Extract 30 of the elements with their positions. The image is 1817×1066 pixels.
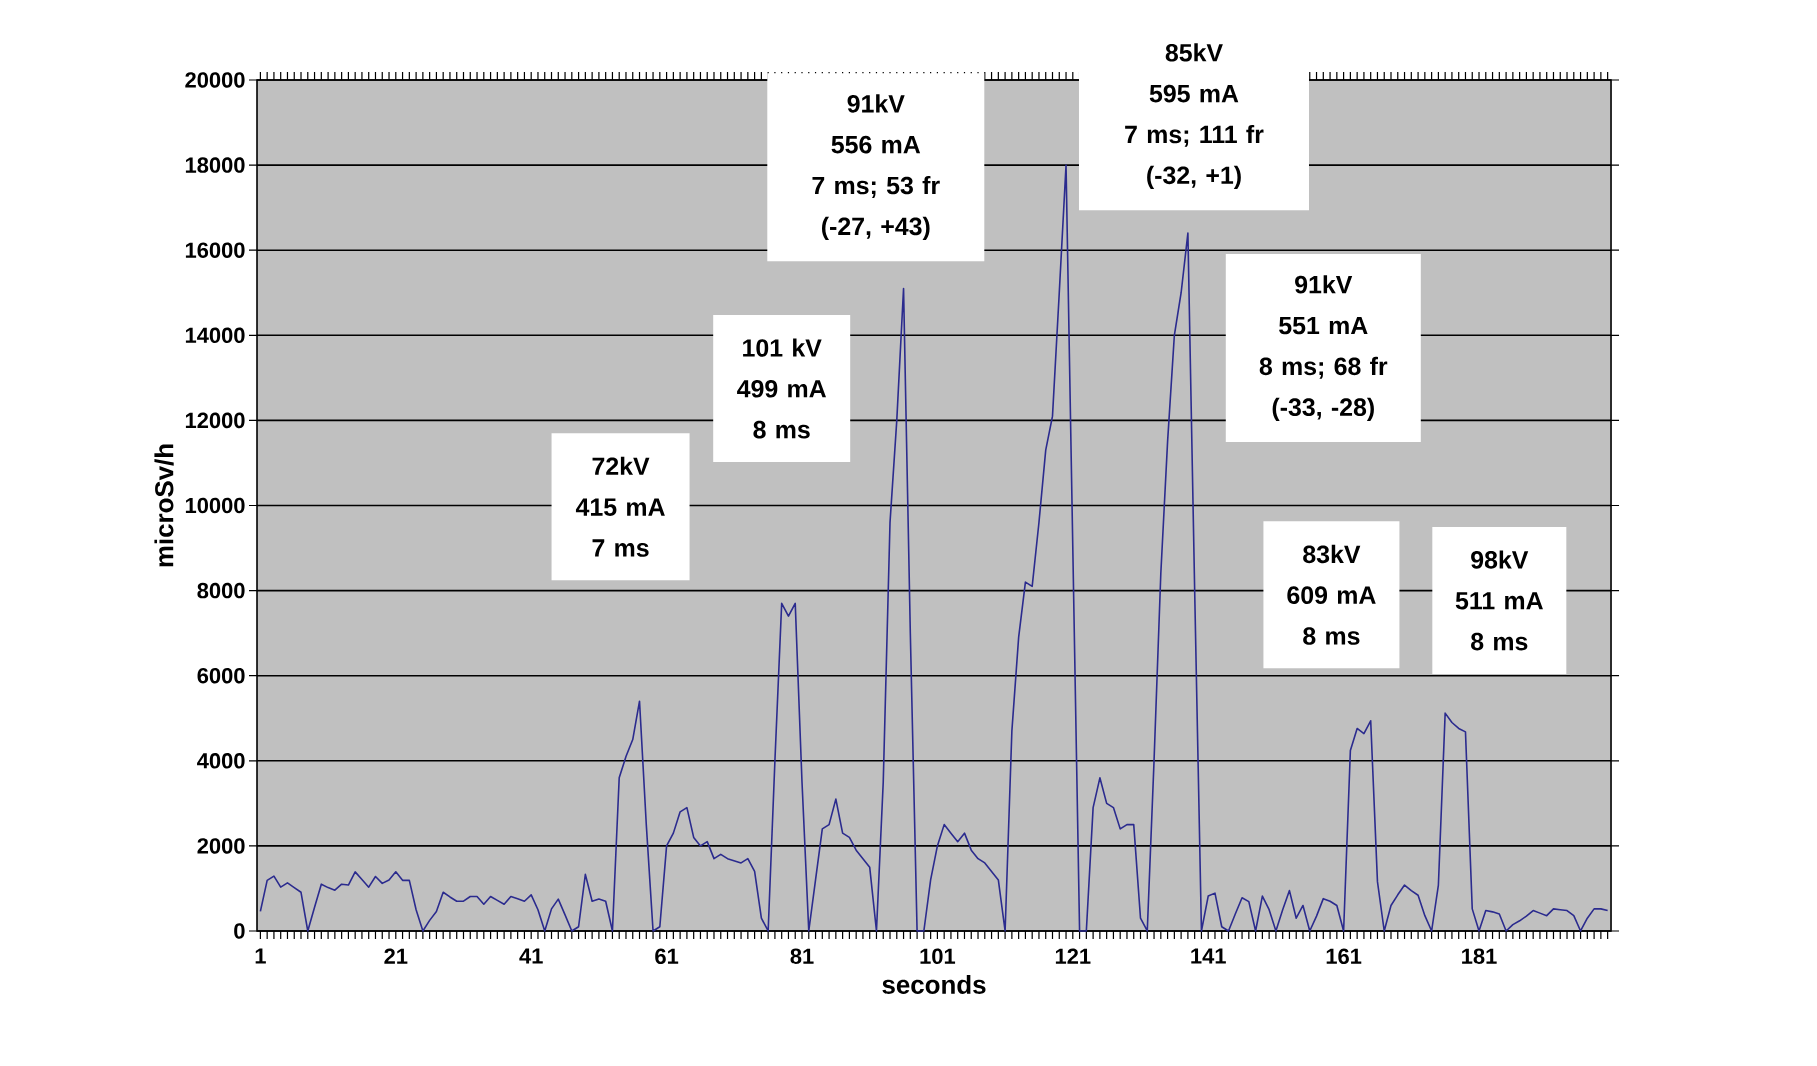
annotation: 91kV 556 mA 7 ms; 53 fr (-27, +43) <box>812 94 940 241</box>
y-tick-label: 18000 <box>185 157 245 173</box>
x-tick-label: 41 <box>519 948 543 964</box>
x-tick-label: 181 <box>1462 948 1497 965</box>
annotation: 85kV 595 mA 7 ms; 111 fr (-32, +1) <box>1125 43 1264 190</box>
annotation: 91kV 551 mA 8 ms; 68 fr (-33, -28) <box>1259 275 1388 421</box>
y-tick-label: 20000 <box>185 72 245 88</box>
x-tick-label: 141 <box>1191 948 1226 964</box>
x-tick-label: 21 <box>384 948 408 964</box>
y-tick-label: 10000 <box>185 497 245 514</box>
y-axis-title: microSv/h <box>154 444 174 567</box>
y-tick-label: 14000 <box>185 327 245 344</box>
annotation: 83kV 609 mA 8 ms <box>1287 544 1376 645</box>
y-tick-label: 0 <box>234 923 245 939</box>
x-axis-title: seconds <box>882 974 986 994</box>
y-tick-label: 2000 <box>197 838 245 854</box>
x-tick-label: 101 <box>920 948 956 965</box>
y-tick-label: 12000 <box>185 412 245 429</box>
x-tick-label: 121 <box>1055 948 1091 964</box>
annotation: 101 kV 499 mA 8 ms <box>737 338 826 439</box>
annotation: 72kV 415 mA 7 ms <box>575 456 665 557</box>
x-tick-label: 61 <box>655 948 679 965</box>
y-tick-label: 6000 <box>197 667 245 684</box>
x-tick-label: 81 <box>790 948 814 965</box>
y-tick-label: 4000 <box>197 753 245 769</box>
annotation: 98kV 511 mA 8 ms <box>1455 550 1543 651</box>
x-tick-label: 161 <box>1326 948 1362 965</box>
y-tick-label: 8000 <box>197 582 245 599</box>
y-tick-label: 16000 <box>185 242 245 258</box>
x-tick-label: 1 <box>255 948 266 964</box>
